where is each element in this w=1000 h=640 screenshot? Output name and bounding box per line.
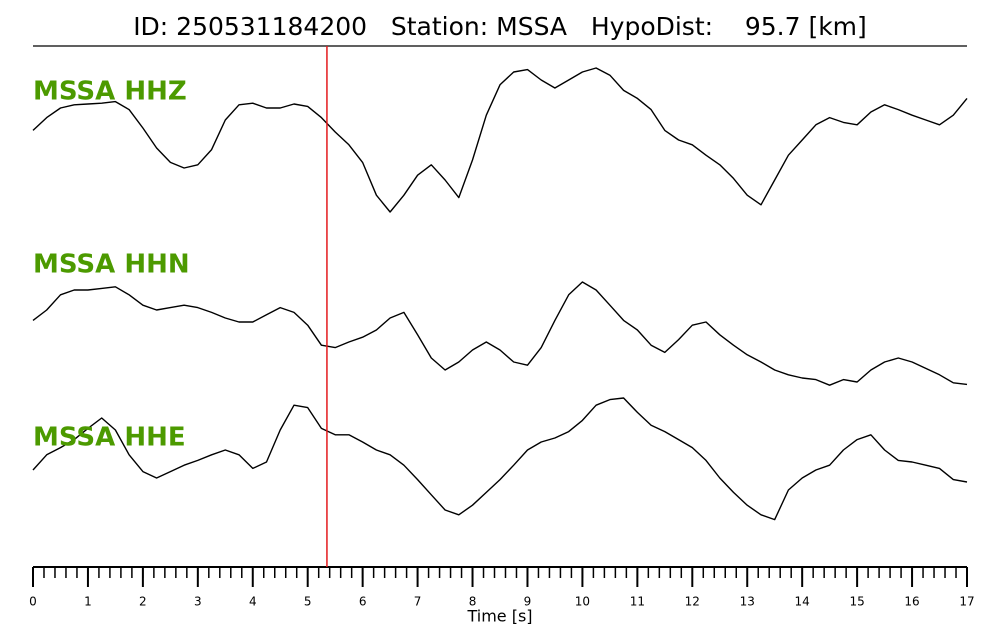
- trace-label: MSSA HHN: [33, 250, 190, 280]
- x-tick-label: 12: [685, 595, 700, 609]
- waveform: [32, 281, 968, 386]
- x-tick-label: 13: [740, 595, 755, 609]
- x-tick-label: 4: [249, 595, 257, 609]
- x-tick-label: 8: [469, 595, 477, 609]
- x-axis-label: Time [s]: [466, 607, 532, 626]
- x-tick-label: 16: [904, 595, 919, 609]
- chart-title: ID: 250531184200 Station: MSSA HypoDist:…: [133, 12, 867, 41]
- x-tick-label: 5: [304, 595, 312, 609]
- x-tick-label: 3: [194, 595, 202, 609]
- trace-label: MSSA HHZ: [33, 77, 187, 107]
- x-tick-label: 1: [84, 595, 92, 609]
- x-tick-label: 0: [29, 595, 37, 609]
- x-tick-label: 6: [359, 595, 367, 609]
- x-tick-label: 17: [959, 595, 974, 609]
- x-tick-label: 14: [795, 595, 810, 609]
- waveform: [32, 67, 968, 213]
- x-tick-label: 7: [414, 595, 422, 609]
- x-tick-label: 9: [524, 595, 532, 609]
- waveform: [32, 397, 968, 521]
- x-tick-label: 2: [139, 595, 147, 609]
- trace-label: MSSA HHE: [33, 423, 186, 453]
- x-tick-label: 15: [849, 595, 864, 609]
- x-tick-label: 10: [575, 595, 590, 609]
- x-tick-label: 11: [630, 595, 645, 609]
